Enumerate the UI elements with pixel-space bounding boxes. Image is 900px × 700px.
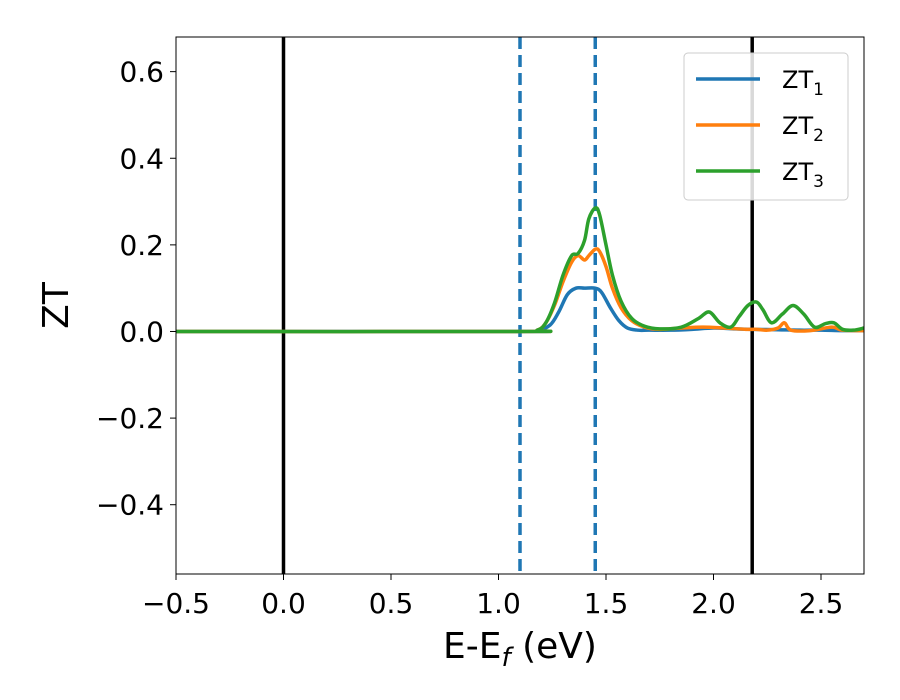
series-layer xyxy=(176,206,864,334)
x-tick-label: 1.5 xyxy=(584,587,629,620)
x-axis-label-main: E-E xyxy=(443,626,501,667)
x-axis-label-unit: (eV) xyxy=(511,626,597,667)
legend-label: ZT2 xyxy=(782,112,824,146)
y-axis-label: ZT xyxy=(36,281,77,329)
legend-box xyxy=(683,52,849,201)
legend-label: ZT3 xyxy=(782,158,824,192)
x-tick-label: 2.0 xyxy=(691,587,736,620)
plot-frame xyxy=(175,36,865,575)
x-axis-label: E-Ef (eV) xyxy=(443,626,597,673)
y-tick-label: 0.6 xyxy=(119,56,164,89)
y-axis-ticks: −0.4 −0.2 0.0 0.2 0.4 0.6 xyxy=(96,56,176,522)
x-tick-label: −0.5 xyxy=(142,587,210,620)
y-tick-label: 0.0 xyxy=(119,315,164,348)
x-tick-label: 0.5 xyxy=(369,587,414,620)
vertical-reference-lines xyxy=(281,37,754,574)
legend: ZT1 ZT2 ZT3 xyxy=(683,52,849,201)
x-tick-label: 1.0 xyxy=(476,587,521,620)
x-tick-label: 2.5 xyxy=(799,587,844,620)
y-tick-label: 0.4 xyxy=(119,142,164,175)
y-tick-label: −0.2 xyxy=(96,402,164,435)
x-axis-ticks: −0.5 0.0 0.5 1.0 1.5 2.0 2.5 xyxy=(142,574,843,620)
series-line-zt3 xyxy=(176,206,864,334)
x-tick-label: 0.0 xyxy=(261,587,306,620)
legend-label: ZT1 xyxy=(782,66,824,100)
y-tick-label: 0.2 xyxy=(119,229,164,262)
y-tick-label: −0.4 xyxy=(96,489,164,522)
